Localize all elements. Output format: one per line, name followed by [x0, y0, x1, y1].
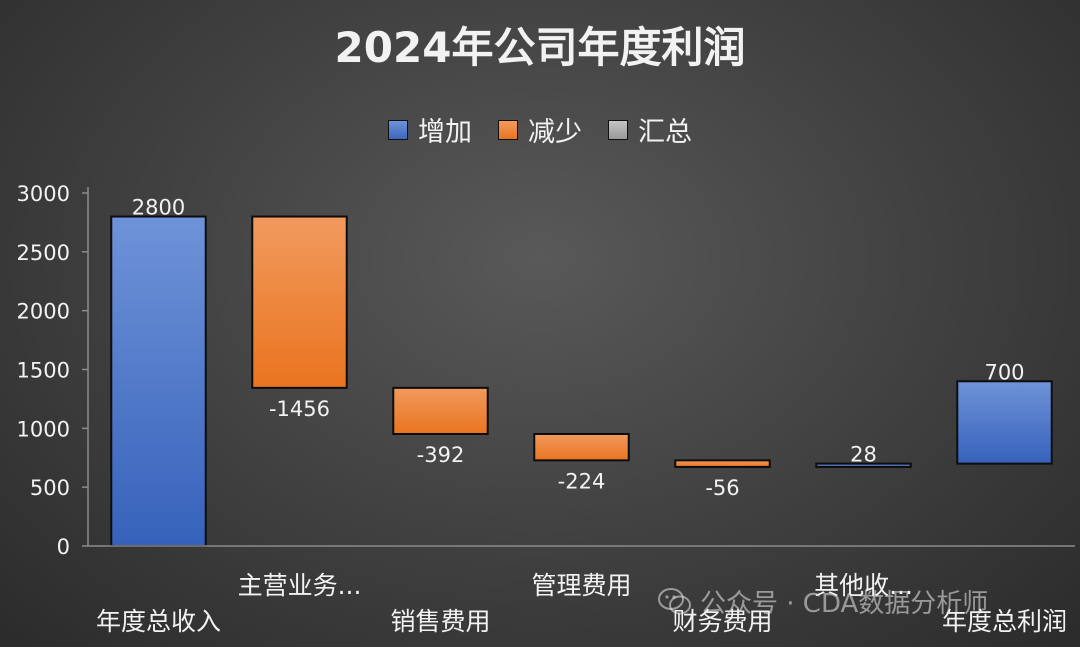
x-category-label: 主营业务... [238, 571, 362, 600]
x-category-label: 年度总利润 [942, 607, 1067, 636]
data-label: 2800 [132, 196, 185, 220]
chart-title: 2024年公司年度利润 [334, 23, 746, 72]
x-category-label: 财务费用 [672, 607, 772, 636]
chart-legend: 增加 减少 汇总 [0, 110, 1080, 149]
bars: 2800 -1456 -392 -224 -56 28 700 [110, 196, 1053, 548]
data-label: -56 [705, 476, 739, 500]
x-category-label: 其他收... [814, 571, 913, 600]
y-tick-label: 2000 [17, 300, 70, 324]
data-label: -392 [417, 443, 465, 467]
bar-increase [815, 462, 912, 468]
legend-item-decrease: 减少 [498, 110, 582, 149]
y-tick-label: 2500 [17, 241, 70, 265]
legend-label-increase: 增加 [418, 117, 472, 148]
bar-decrease [392, 386, 489, 435]
data-label: 28 [850, 443, 877, 467]
bar-decrease [674, 459, 771, 468]
data-label: 700 [984, 360, 1024, 384]
y-tick-label: 1000 [17, 417, 70, 441]
watermark: 公众号 · CDA数据分析师 [658, 583, 988, 620]
y-tick-label: 3000 [17, 182, 70, 206]
bar-increase [110, 215, 207, 548]
legend-swatch-total [608, 119, 628, 140]
data-label: -224 [558, 469, 606, 493]
bar-decrease [251, 215, 348, 389]
x-category-label: 管理费用 [531, 571, 631, 600]
bar-decrease [533, 432, 630, 462]
legend-swatch-decrease [498, 119, 518, 140]
wechat-icon [658, 587, 691, 614]
y-tick-label: 1500 [17, 359, 70, 383]
legend-label-decrease: 减少 [528, 117, 582, 148]
legend-swatch-increase [388, 119, 408, 140]
data-label: -1456 [269, 397, 330, 421]
x-category-label: 销售费用 [390, 607, 490, 636]
x-category-label: 年度总收入 [96, 607, 221, 636]
y-tick-label: 500 [30, 476, 70, 500]
y-axis: 0 500 1000 1500 2000 2500 3000 [17, 182, 89, 559]
bar-increase [956, 380, 1053, 465]
y-tick-label: 0 [57, 535, 70, 559]
legend-label-total: 汇总 [638, 117, 692, 148]
legend-item-increase: 增加 [388, 110, 472, 149]
legend-item-total: 汇总 [608, 110, 692, 149]
watermark-text: 公众号 · CDA数据分析师 [700, 589, 989, 619]
